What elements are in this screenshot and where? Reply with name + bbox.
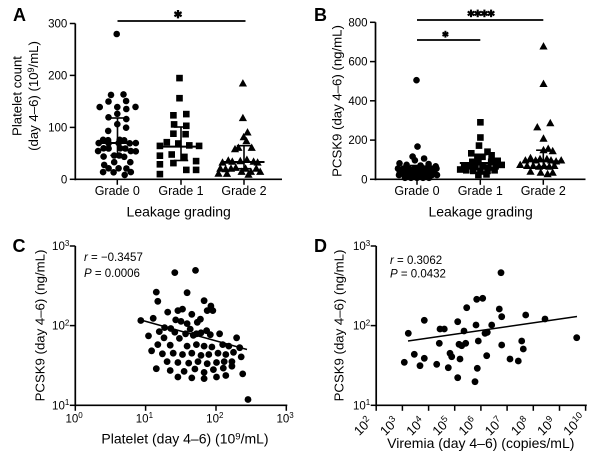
svg-text:102: 102 [353,318,371,332]
svg-text:200: 200 [348,135,367,147]
svg-text:C: C [13,236,26,256]
svg-text:Platelet count: Platelet count [10,56,25,136]
svg-text:Grade 1: Grade 1 [458,184,503,198]
svg-text:Grade 0: Grade 0 [95,184,140,198]
svg-text:600: 600 [348,57,367,69]
svg-text:Leakage grading: Leakage grading [428,204,532,220]
svg-text:102: 102 [206,411,224,425]
svg-text:Leakage grading: Leakage grading [127,204,231,220]
svg-text:200: 200 [48,70,67,82]
svg-text:r = 0.3062: r = 0.3062 [390,255,442,267]
svg-text:PCSK9 (day 4–6) (ng/mL): PCSK9 (day 4–6) (ng/mL) [330,25,345,177]
svg-text:P = 0.0432: P = 0.0432 [390,269,446,281]
svg-text:103: 103 [353,239,371,253]
svg-text:103: 103 [52,239,70,253]
svg-text:PCSK9 (day 4–6) (ng/mL): PCSK9 (day 4–6) (ng/mL) [332,250,347,402]
svg-text:101: 101 [353,398,371,412]
svg-text:300: 300 [48,19,67,31]
svg-text:B: B [314,5,327,25]
svg-text:100: 100 [65,411,83,425]
svg-text:400: 400 [348,96,367,108]
svg-text:102: 102 [350,414,375,439]
svg-text:100: 100 [48,122,67,134]
svg-text:r = −0.3457: r = −0.3457 [84,252,143,264]
svg-text:D: D [314,236,327,256]
svg-text:Grade 0: Grade 0 [394,184,439,198]
svg-text:Viremia (day 4–6) (copies/mL): Viremia (day 4–6) (copies/mL) [387,435,574,451]
svg-text:Grade 1: Grade 1 [158,184,203,198]
svg-text:PCSK9 (day 4–6) (ng/mL): PCSK9 (day 4–6) (ng/mL) [33,250,48,402]
svg-text:(day 4–6) (109/mL): (day 4–6) (109/mL) [26,41,41,151]
svg-text:102: 102 [52,318,70,332]
svg-text:101: 101 [52,398,70,412]
svg-text:Platelet (day 4–6) (109/mL): Platelet (day 4–6) (109/mL) [101,431,268,447]
svg-text:0: 0 [61,174,67,186]
svg-text:103: 103 [276,411,294,425]
svg-text:0: 0 [361,174,367,186]
svg-text:800: 800 [348,17,367,29]
svg-text:P = 0.0006: P = 0.0006 [84,268,140,280]
svg-text:A: A [13,5,26,25]
svg-text:Grade 2: Grade 2 [521,184,566,198]
svg-text:101: 101 [136,411,154,425]
svg-text:Grade 2: Grade 2 [221,184,266,198]
